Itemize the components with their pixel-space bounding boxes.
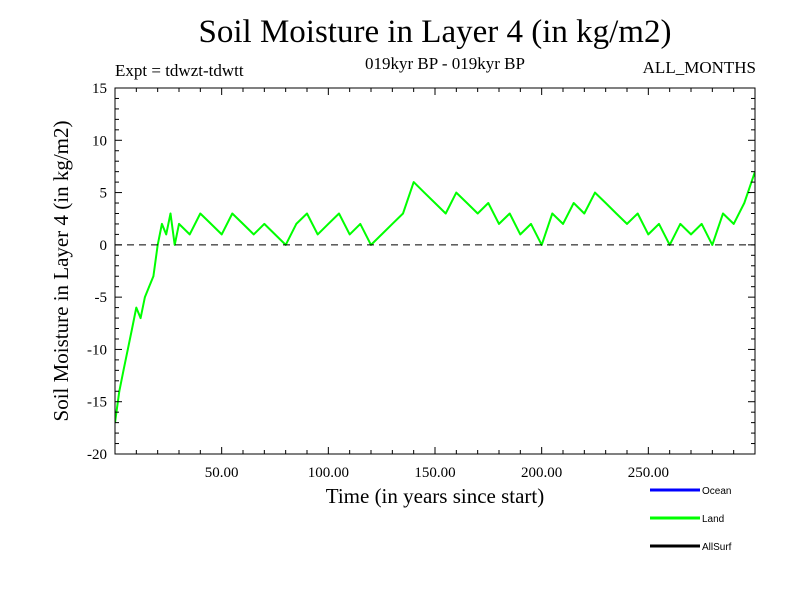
x-tick-label: 50.00 bbox=[205, 465, 239, 481]
data-point bbox=[476, 212, 479, 215]
data-point bbox=[647, 233, 650, 236]
data-point bbox=[519, 233, 522, 236]
data-point bbox=[122, 369, 125, 372]
data-point bbox=[572, 202, 575, 204]
data-point bbox=[252, 233, 255, 236]
data-point bbox=[391, 223, 394, 225]
data-point bbox=[148, 285, 150, 288]
data-point bbox=[412, 181, 415, 183]
y-tick-label: -20 bbox=[87, 447, 107, 463]
y-axis-title: Soil Moisture in Layer 4 (in kg/m2) bbox=[49, 121, 73, 422]
legend-label-land: Land bbox=[702, 514, 724, 525]
data-point bbox=[135, 306, 138, 309]
data-point bbox=[434, 202, 436, 204]
series-line-land bbox=[115, 171, 755, 423]
data-point bbox=[210, 223, 212, 225]
x-axis-title: Time (in years since start) bbox=[326, 484, 545, 508]
data-point bbox=[188, 233, 191, 236]
legend-label-allsurf: AllSurf bbox=[702, 542, 732, 553]
y-tick-label: 15 bbox=[92, 81, 107, 97]
data-point bbox=[402, 212, 404, 215]
legend: Ocean Land AllSurf bbox=[650, 486, 732, 553]
data-point bbox=[551, 212, 554, 215]
data-point bbox=[743, 202, 746, 204]
data-point bbox=[131, 327, 133, 330]
y-tick-label: -10 bbox=[87, 342, 107, 358]
data-point bbox=[263, 223, 266, 225]
series-layer bbox=[115, 170, 755, 424]
data-point bbox=[306, 212, 308, 215]
y-tick-labels: -20 -15 -10 -5 0 5 10 15 bbox=[87, 81, 107, 463]
data-point bbox=[583, 212, 586, 215]
data-point bbox=[152, 275, 155, 278]
x-tick-label: 100.00 bbox=[308, 465, 349, 481]
experiment-label: Expt = tdwzt-tdwtt bbox=[115, 61, 244, 80]
data-point bbox=[658, 223, 660, 225]
data-point bbox=[127, 348, 129, 351]
data-point bbox=[594, 191, 596, 194]
data-point bbox=[626, 223, 628, 225]
data-point bbox=[169, 212, 172, 215]
data-point bbox=[348, 233, 351, 236]
data-point bbox=[165, 233, 167, 236]
data-point bbox=[615, 212, 618, 215]
data-point bbox=[636, 212, 639, 215]
data-point bbox=[444, 212, 447, 215]
y-tick-label: 0 bbox=[100, 238, 108, 254]
x-tick-label: 150.00 bbox=[414, 465, 455, 481]
x-tick-label: 200.00 bbox=[521, 465, 562, 481]
data-point bbox=[144, 296, 146, 298]
data-point bbox=[316, 233, 319, 236]
data-point bbox=[498, 223, 500, 225]
data-point bbox=[732, 223, 735, 225]
x-tick-label: 250.00 bbox=[628, 465, 669, 481]
data-point bbox=[679, 223, 682, 225]
plot-frame bbox=[114, 87, 756, 455]
data-point bbox=[178, 223, 180, 225]
data-point bbox=[380, 233, 383, 236]
data-point bbox=[508, 212, 511, 215]
data-point bbox=[274, 233, 276, 236]
data-point bbox=[700, 223, 703, 225]
data-point bbox=[231, 212, 234, 215]
data-point bbox=[139, 317, 142, 319]
data-point bbox=[220, 233, 223, 236]
data-point bbox=[423, 191, 426, 194]
period-label: 019kyr BP - 019kyr BP bbox=[365, 54, 525, 73]
data-point bbox=[199, 212, 202, 215]
chart-title: Soil Moisture in Layer 4 (in kg/m2) bbox=[198, 14, 672, 50]
months-label: ALL_MONTHS bbox=[642, 58, 756, 77]
data-point bbox=[161, 223, 163, 225]
data-point bbox=[455, 191, 458, 194]
y-tick-label: -5 bbox=[95, 290, 108, 306]
x-tick-labels: 50.00 100.00 150.00 200.00 250.00 bbox=[205, 465, 669, 481]
data-point bbox=[242, 223, 244, 225]
data-point bbox=[338, 212, 340, 215]
y-tick-label: 10 bbox=[92, 133, 107, 149]
data-point bbox=[722, 212, 724, 215]
data-point bbox=[690, 233, 692, 236]
data-point bbox=[327, 223, 330, 225]
legend-label-ocean: Ocean bbox=[702, 486, 731, 497]
y-tick-label: 5 bbox=[100, 186, 108, 202]
ticks-layer bbox=[115, 87, 755, 455]
data-point bbox=[562, 223, 564, 225]
data-point bbox=[604, 202, 607, 204]
y-tick-label: -15 bbox=[87, 395, 107, 411]
data-point bbox=[295, 223, 298, 225]
data-point bbox=[530, 223, 532, 225]
data-point bbox=[359, 223, 362, 225]
data-point bbox=[466, 202, 468, 204]
data-point bbox=[711, 244, 714, 246]
data-point bbox=[487, 202, 490, 204]
